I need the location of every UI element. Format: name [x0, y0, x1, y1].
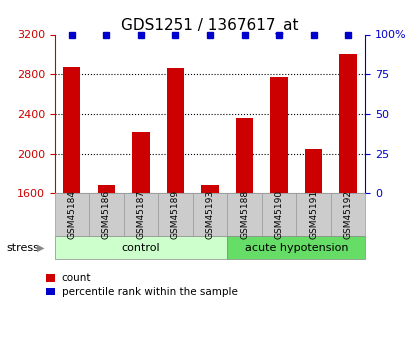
Text: count: count — [62, 273, 91, 283]
Title: GDS1251 / 1367617_at: GDS1251 / 1367617_at — [121, 18, 299, 34]
Text: GSM45187: GSM45187 — [136, 190, 145, 239]
Bar — [270, 77, 288, 193]
Text: acute hypotension: acute hypotension — [244, 243, 348, 253]
Text: percentile rank within the sample: percentile rank within the sample — [62, 287, 238, 296]
Text: GSM45193: GSM45193 — [205, 190, 215, 239]
Bar — [167, 68, 184, 193]
Bar — [339, 54, 357, 193]
Bar — [305, 149, 322, 193]
Bar — [201, 185, 219, 193]
Text: GSM45188: GSM45188 — [240, 190, 249, 239]
Text: GSM45186: GSM45186 — [102, 190, 111, 239]
Bar — [63, 67, 81, 193]
Bar — [98, 185, 115, 193]
Text: GSM45190: GSM45190 — [275, 190, 284, 239]
Text: control: control — [122, 243, 160, 253]
Bar — [236, 118, 253, 193]
Text: GSM45191: GSM45191 — [309, 190, 318, 239]
Text: GSM45184: GSM45184 — [67, 190, 76, 239]
Text: ▶: ▶ — [37, 243, 44, 253]
Bar — [132, 132, 150, 193]
Text: GSM45189: GSM45189 — [171, 190, 180, 239]
Text: stress: stress — [6, 243, 39, 253]
Text: GSM45192: GSM45192 — [344, 190, 353, 239]
